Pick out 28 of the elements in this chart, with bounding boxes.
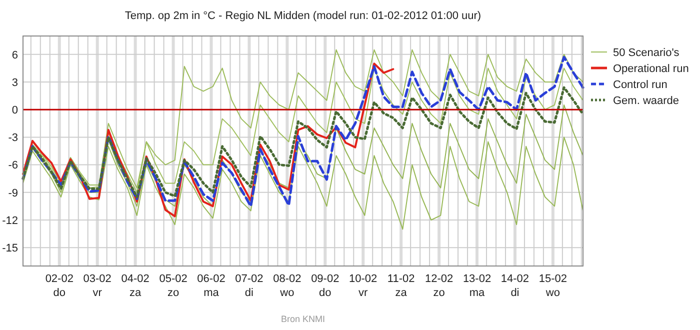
- legend-label: Gem. waarde: [613, 94, 680, 107]
- x-tick-label: 08-02 wo: [273, 273, 302, 299]
- x-tick-label: 10-02 vr: [349, 273, 378, 299]
- y-tick-label: -9: [8, 187, 18, 200]
- y-tick-label: 0: [12, 104, 18, 116]
- x-tick-label: 13-02 ma: [462, 273, 492, 299]
- y-tick-label: -3: [8, 132, 18, 144]
- x-tick-label: 14-02 di: [500, 273, 530, 299]
- text: Bron KNMI: [280, 314, 326, 324]
- y-tick-label: 6: [12, 49, 18, 62]
- x-tick-label: 12-02 zo: [424, 273, 454, 299]
- x-tick-label: 15-02 wo: [538, 273, 568, 299]
- x-tick-label: 02-02 do: [45, 273, 74, 299]
- x-tick-label: 07-02 di: [235, 273, 264, 299]
- y-tick-label: -15: [2, 242, 18, 254]
- y-tick-label: -12: [2, 214, 18, 227]
- legend-label: Control run: [613, 78, 668, 91]
- legend-label: Operational run: [613, 62, 689, 75]
- y-tick-label: -6: [8, 160, 18, 172]
- x-tick-label: 05-02 zo: [159, 273, 188, 299]
- legend-label: 50 Scenario's: [613, 46, 680, 59]
- y-tick-label: 3: [12, 76, 18, 89]
- x-tick-label: 09-02 do: [311, 273, 340, 299]
- x-tick-label: 04-02 za: [121, 273, 150, 299]
- x-tick-label: 11-02 za: [387, 273, 415, 299]
- x-tick-label: 03-02 vr: [83, 273, 112, 299]
- x-tick-label: 06-02 ma: [197, 273, 226, 299]
- chart-title: Temp. op 2m in °C - Regio NL Midden (model run: 01-02-2012 01:00 uur): [124, 10, 482, 22]
